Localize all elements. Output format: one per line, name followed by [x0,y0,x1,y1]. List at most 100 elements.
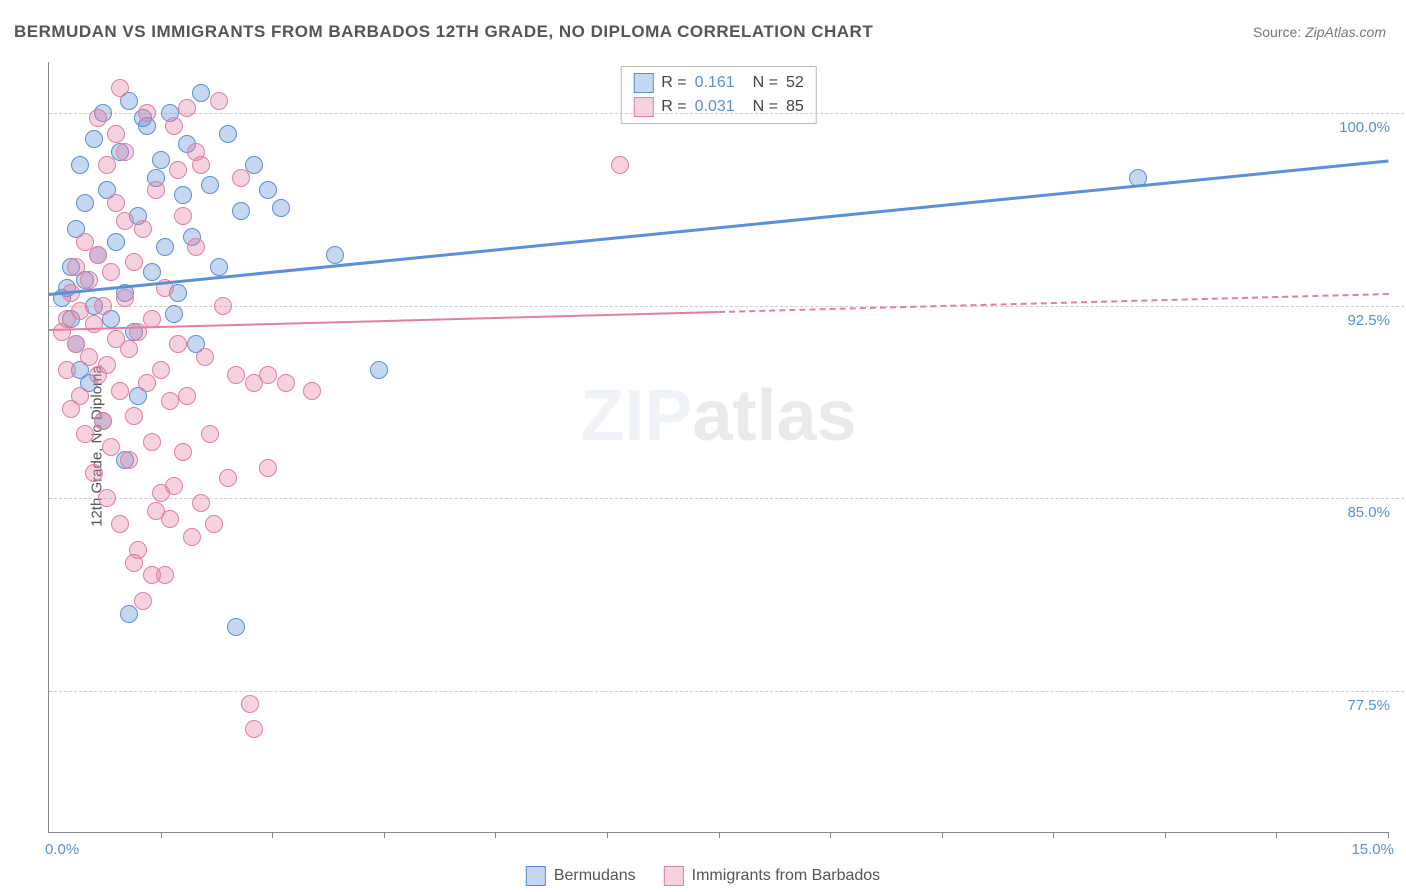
data-point-0 [143,263,161,281]
n-label-0: N = [753,71,778,95]
data-point-1 [107,125,125,143]
x-tick [272,832,273,838]
source-label: Source: [1253,24,1301,40]
data-point-1 [187,143,205,161]
x-tick [607,832,608,838]
data-point-1 [98,356,116,374]
data-point-0 [210,258,228,276]
stats-row-0: R = 0.161 N = 52 [633,71,803,95]
data-point-1 [143,566,161,584]
legend-swatch-1 [664,866,684,886]
legend-label-1: Immigrants from Barbados [692,867,881,885]
data-point-0 [272,199,290,217]
data-point-1 [98,156,116,174]
data-point-1 [259,366,277,384]
n-value-0: 52 [786,71,804,95]
gridline-h [49,306,1404,307]
data-point-1 [143,310,161,328]
source-attribution: Source: ZipAtlas.com [1253,24,1386,40]
stats-legend-box: R = 0.161 N = 52 R = 0.031 N = 85 [620,66,816,124]
legend-item-1: Immigrants from Barbados [664,866,881,886]
data-point-0 [152,151,170,169]
data-point-1 [192,494,210,512]
data-point-1 [161,392,179,410]
data-point-1 [89,246,107,264]
plot-area: ZIPatlas R = 0.161 N = 52 R = 0.031 N = … [48,62,1388,833]
data-point-0 [232,202,250,220]
chart-title: BERMUDAN VS IMMIGRANTS FROM BARBADOS 12T… [14,22,873,42]
x-tick [495,832,496,838]
data-point-0 [370,361,388,379]
y-grid-label: 92.5% [1347,312,1390,329]
r-value-1: 0.031 [695,95,745,119]
x-tick [1165,832,1166,838]
data-point-1 [116,212,134,230]
data-point-1 [147,181,165,199]
x-tick [161,832,162,838]
data-point-1 [85,464,103,482]
data-point-1 [143,433,161,451]
x-tick [1388,832,1389,838]
data-point-1 [138,104,156,122]
data-point-1 [169,161,187,179]
data-point-1 [187,238,205,256]
x-tick [1053,832,1054,838]
gridline-h [49,691,1404,692]
n-label-1: N = [753,95,778,119]
data-point-0 [192,84,210,102]
x-tick [719,832,720,838]
data-point-1 [76,425,94,443]
data-point-1 [85,315,103,333]
data-point-1 [125,407,143,425]
gridline-h [49,113,1404,114]
data-point-1 [165,117,183,135]
x-tick [384,832,385,838]
data-point-1 [134,220,152,238]
data-point-1 [196,348,214,366]
data-point-0 [71,156,89,174]
y-grid-label: 85.0% [1347,504,1390,521]
data-point-1 [259,459,277,477]
data-point-1 [116,143,134,161]
stats-swatch-0 [633,73,653,93]
bottom-legend: Bermudans Immigrants from Barbados [526,866,880,886]
data-point-1 [241,695,259,713]
data-point-1 [94,412,112,430]
data-point-1 [183,528,201,546]
data-point-0 [107,233,125,251]
data-point-1 [71,387,89,405]
legend-swatch-0 [526,866,546,886]
data-point-1 [111,79,129,97]
legend-label-0: Bermudans [554,867,636,885]
data-point-0 [156,238,174,256]
trendline [718,293,1388,313]
data-point-0 [165,305,183,323]
data-point-1 [205,515,223,533]
data-point-0 [326,246,344,264]
watermark-part2: atlas [692,376,856,456]
y-grid-label: 77.5% [1347,697,1390,714]
data-point-1 [80,271,98,289]
data-point-1 [107,194,125,212]
n-value-1: 85 [786,95,804,119]
data-point-1 [169,335,187,353]
r-label-0: R = [661,71,686,95]
data-point-1 [277,374,295,392]
data-point-1 [214,297,232,315]
data-point-1 [178,387,196,405]
data-point-1 [210,92,228,110]
data-point-1 [116,289,134,307]
x-tick [942,832,943,838]
x-tick [1276,832,1277,838]
data-point-1 [178,99,196,117]
data-point-0 [76,194,94,212]
data-point-1 [227,366,245,384]
data-point-0 [259,181,277,199]
data-point-1 [120,451,138,469]
data-point-1 [219,469,237,487]
data-point-0 [227,618,245,636]
data-point-1 [80,348,98,366]
data-point-1 [232,169,250,187]
x-tick [830,832,831,838]
legend-item-0: Bermudans [526,866,636,886]
